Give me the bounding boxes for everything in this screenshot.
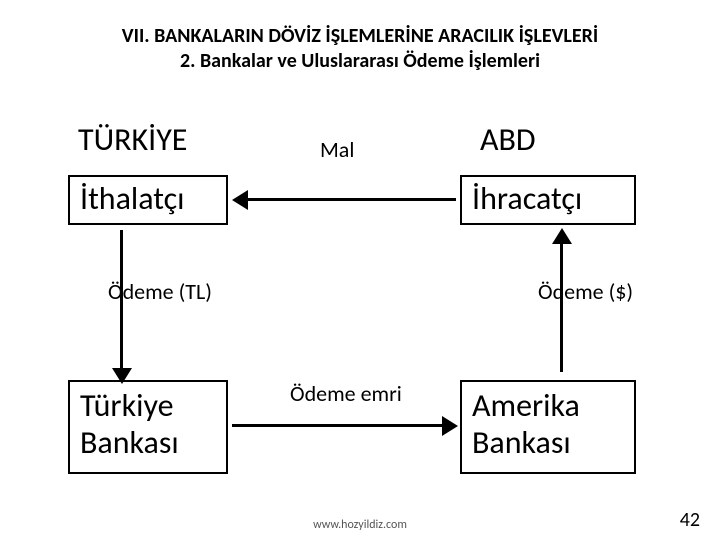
title-line-1: VII. BANKALARIN DÖVİZ İŞLEMLERİNE ARACIL…	[0, 24, 720, 49]
edge-pay-usd-label: Ödeme ($)	[538, 278, 633, 305]
node-bank-tr-label: Türkiye Bankası	[80, 388, 179, 462]
country-right-label: ABD	[480, 120, 536, 159]
edge-goods-arrowhead	[232, 190, 248, 210]
node-bank-us: Amerika Bankası	[460, 380, 636, 474]
footer-text: www.hozyildiz.com	[0, 518, 720, 532]
edge-pay-tl-line	[120, 230, 123, 370]
edge-order-line	[232, 424, 444, 427]
page-number: 42	[680, 508, 700, 532]
node-bank-tr: Türkiye Bankası	[68, 380, 228, 474]
node-importer-label: İthalatçı	[80, 179, 185, 218]
node-exporter: İhracatçı	[460, 175, 636, 225]
edge-goods-line	[248, 198, 456, 201]
country-left-label: TÜRKİYE	[78, 120, 187, 159]
edge-pay-tl-arrowhead	[112, 368, 132, 384]
node-bank-us-label: Amerika Bankası	[472, 388, 580, 462]
node-exporter-label: İhracatçı	[472, 179, 582, 218]
edge-pay-usd-arrowhead	[552, 228, 572, 244]
edge-pay-usd-line	[560, 242, 563, 372]
edge-pay-tl-label: Ödeme (TL)	[108, 278, 212, 305]
edge-order-arrowhead	[442, 416, 458, 436]
edge-order-label: Ödeme emri	[290, 380, 402, 407]
title-line-2: 2. Bankalar ve Uluslararası Ödeme İşleml…	[0, 49, 720, 74]
node-importer: İthalatçı	[68, 175, 228, 225]
slide-title: VII. BANKALARIN DÖVİZ İŞLEMLERİNE ARACIL…	[0, 24, 720, 74]
edge-goods-label: Mal	[320, 136, 354, 163]
